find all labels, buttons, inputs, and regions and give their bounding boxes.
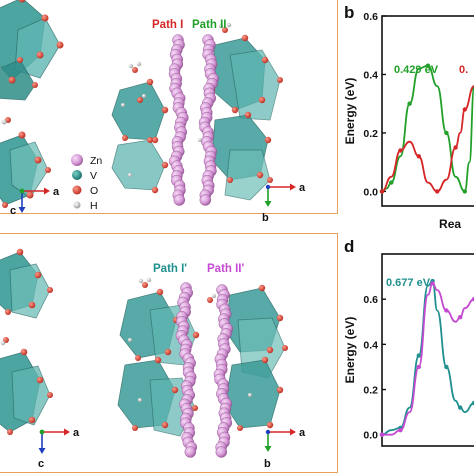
series-point-1 (430, 281, 435, 286)
y-tick-label: 0.6 (363, 11, 378, 23)
series-point-1 (379, 432, 385, 437)
y-tick-label: 0.4 (363, 69, 378, 81)
energy-profile-chart-b: 0.0 0.2 0.4 0.6 Energy (eV) Rea 0.429 eV 0. (343, 11, 474, 231)
legend-swatch-h (73, 201, 81, 209)
panel-a-frame (0, 0, 338, 214)
axes-indicator-right-bottom: a b (264, 427, 306, 470)
path-ii-prime-label: Path II' (207, 263, 245, 275)
energy-annotation-0: 0.429 eV (394, 64, 439, 76)
zn-migration-path-i (168, 34, 189, 206)
zn-migration-path-ii-prime (213, 284, 234, 458)
series-line-1 (382, 282, 474, 436)
axis-label-c-bottom: c (38, 458, 44, 470)
series-point-0 (416, 353, 421, 358)
series-point-1 (416, 364, 421, 370)
y-tick-label: 0.2 (363, 385, 378, 397)
energy-annotation-0: 0.677 eV (386, 277, 431, 289)
structure-top-view-top (111, 22, 283, 201)
axis-label-a-right: a (299, 182, 306, 194)
series-point-1 (462, 107, 467, 112)
axis-label-a: a (53, 186, 60, 198)
axes-indicator-left-bottom: a c (38, 427, 80, 470)
legend-label-v: V (90, 170, 97, 182)
atom-legend: Zn VOH (71, 154, 102, 212)
axes-indicator-left-top: a c (10, 186, 60, 217)
energy-annotation-1: 0. (459, 64, 468, 76)
series-point-1 (398, 428, 403, 433)
legend-label-o: O (90, 185, 98, 197)
series-point-1 (471, 297, 474, 302)
energy-profile-chart-d: 0.0 0.2 0.4 0.6 Energy (eV) 0.677 eV (343, 253, 474, 447)
y-axis-label: Energy (eV) (343, 78, 357, 145)
legend-swatch-v (72, 170, 82, 180)
series-line-0 (381, 280, 474, 436)
legend-swatch-zn (71, 154, 83, 166)
series-point-0 (444, 364, 449, 370)
series-point-0 (471, 400, 474, 406)
y-tick-label: 0.4 (363, 339, 378, 351)
y-tick-label: 0.0 (363, 186, 378, 198)
path-ii-label: Path II (192, 19, 227, 31)
axes-indicator-right-top: a b (262, 182, 306, 224)
y-tick-label: 0.6 (363, 294, 378, 306)
axis-label-a-bottom-right: a (299, 427, 306, 439)
y-tick-label: 0.0 (363, 430, 378, 442)
series-line-0 (381, 64, 474, 193)
series-point-0 (425, 63, 431, 68)
legend-swatch-o (72, 185, 82, 195)
series-line-1 (381, 85, 474, 193)
series-point-1 (416, 154, 421, 159)
x-axis-label: Rea (439, 217, 461, 231)
zn-migration-path-i-prime (175, 282, 198, 458)
legend-label-zn: Zn (90, 155, 102, 167)
y-tick-label: 0.2 (363, 128, 378, 140)
panel-label-b: b (344, 3, 354, 22)
path-i-prime-label: Path I' (153, 263, 187, 275)
zn-atom (215, 446, 228, 458)
series-point-1 (444, 308, 449, 313)
path-i-label: Path I (152, 19, 183, 31)
series-point-0 (407, 101, 412, 106)
series-point-0 (444, 130, 449, 136)
axis-label-c: c (10, 205, 16, 217)
y-axis-label: Energy (eV) (343, 317, 357, 384)
plot-frame (381, 15, 474, 207)
series-point-0 (389, 180, 394, 185)
series-point-1 (453, 145, 458, 150)
zn-atom (184, 446, 197, 458)
series-point-1 (458, 315, 463, 320)
zn-migration-path-ii (198, 34, 219, 206)
series-point-0 (462, 189, 467, 194)
axis-label-b-bottom-right: b (264, 458, 271, 470)
structure-side-view-top (0, 0, 64, 208)
series-point-0 (458, 405, 463, 410)
structure-top-view-bottom (117, 277, 288, 437)
legend-label-h: H (90, 200, 98, 212)
axis-label-b-right: b (262, 212, 269, 224)
plot-frame (381, 253, 474, 447)
zn-atom (173, 194, 186, 206)
axis-label-a-bottom: a (73, 427, 80, 439)
panel-label-d: d (344, 237, 354, 256)
series-point-1 (398, 148, 403, 153)
series-point-1 (435, 189, 440, 194)
structure-side-view-bottom (0, 248, 53, 435)
series-point-1 (379, 189, 385, 194)
zn-atom (199, 194, 212, 206)
